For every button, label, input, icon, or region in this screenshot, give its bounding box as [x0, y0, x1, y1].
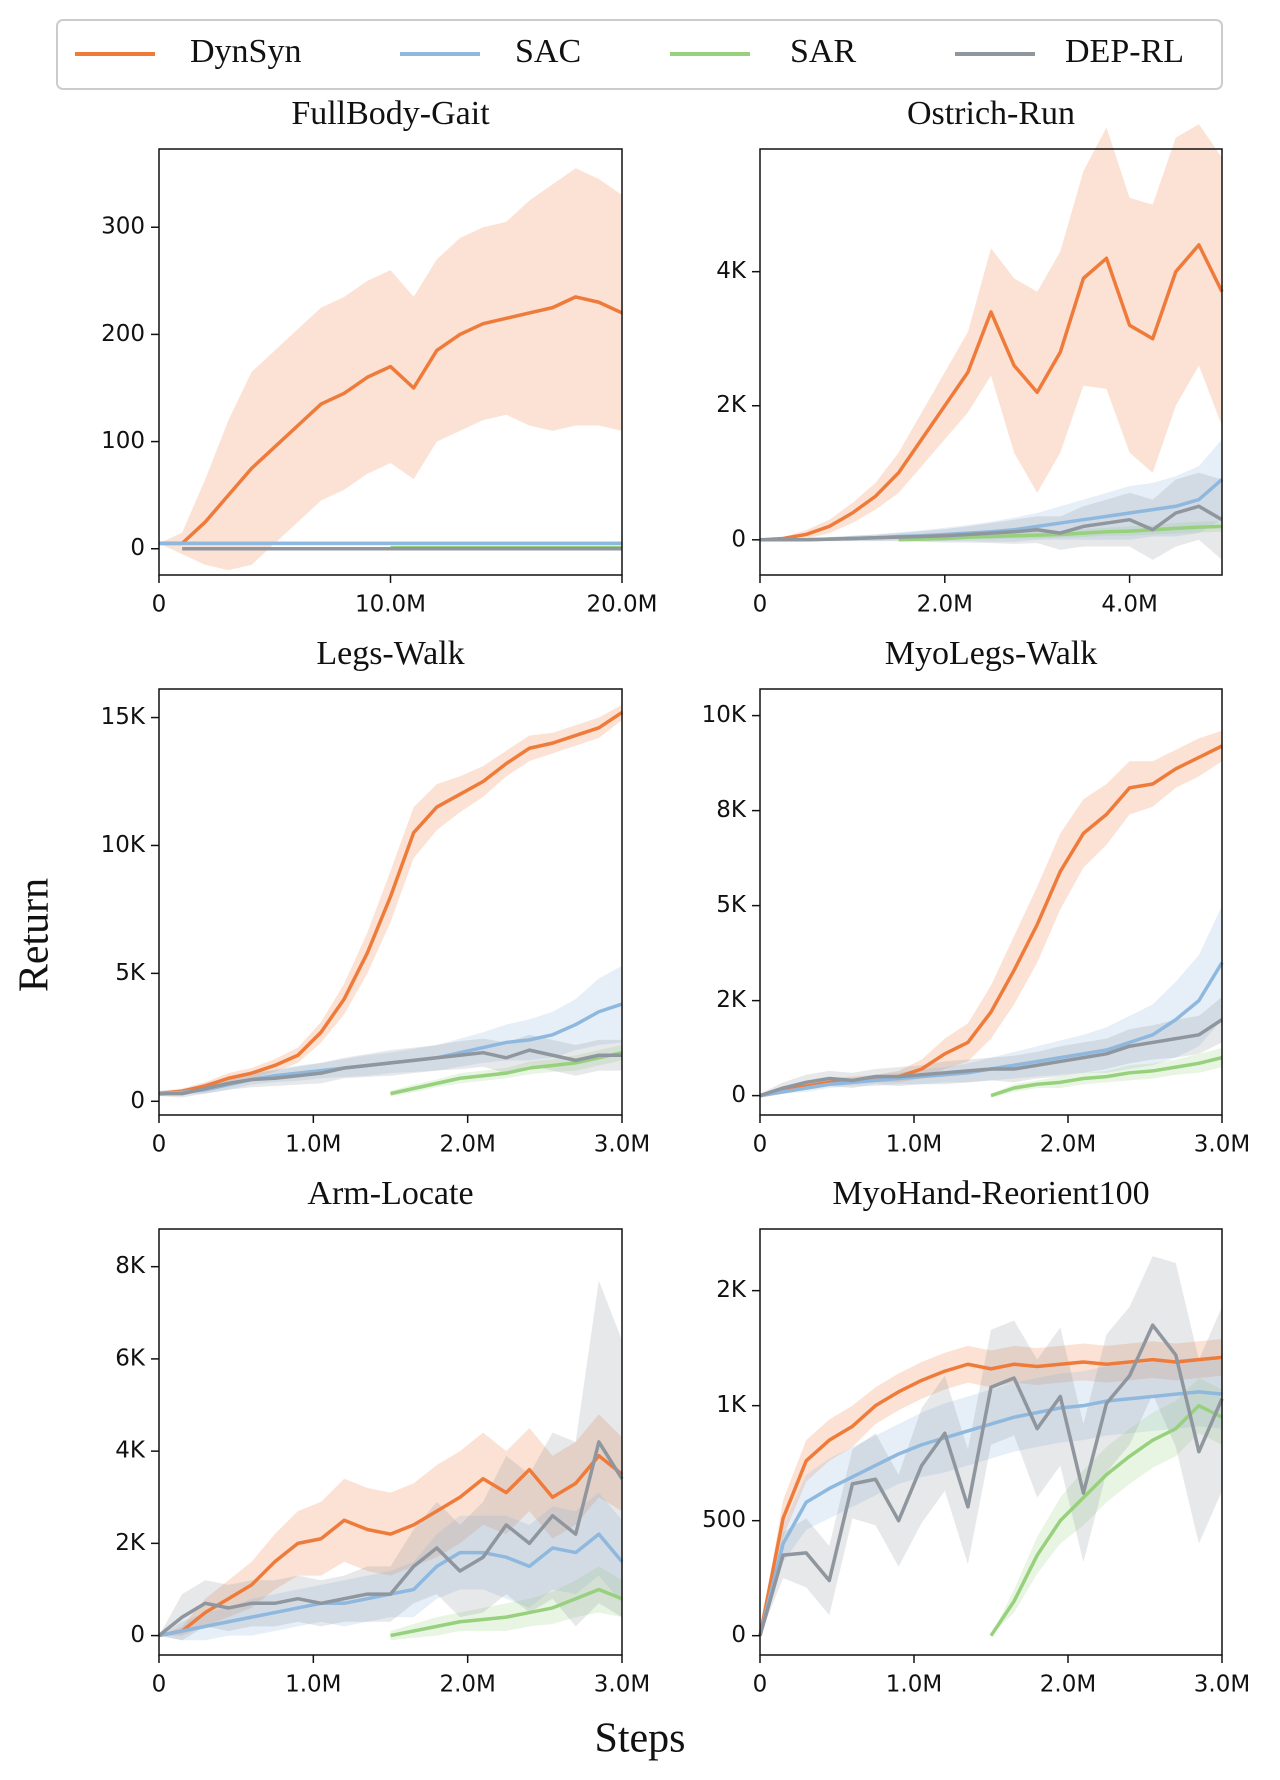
chart-title: MyoLegs-Walk: [885, 635, 1098, 672]
x-tick-label: 10.0M: [355, 592, 426, 618]
x-tick-label: 3.0M: [1194, 1132, 1250, 1158]
legend-label: SAR: [790, 33, 856, 70]
band: [159, 168, 622, 571]
x-tick-label: 0: [753, 1132, 768, 1158]
x-tick-label: 2.0M: [439, 1132, 495, 1158]
legend-box: [56, 19, 1223, 90]
band: [390, 1566, 622, 1641]
legend-label: DynSyn: [190, 33, 301, 70]
x-tick-label: 1.0M: [886, 1672, 942, 1698]
y-tick-label: 300: [101, 214, 145, 240]
band: [991, 1048, 1222, 1098]
y-tick-label: 15K: [101, 704, 146, 730]
band: [760, 124, 1222, 540]
plot-frame: [158, 1228, 623, 1656]
chart-title: FullBody-Gait: [291, 95, 490, 132]
y-tick-label: 6K: [115, 1345, 146, 1371]
y-tick-label: 2K: [716, 1277, 747, 1303]
x-tick-label: 2.0M: [1040, 1672, 1096, 1698]
legend-label: DEP-RL: [1065, 33, 1184, 70]
band: [760, 730, 1222, 1098]
band: [991, 1378, 1222, 1636]
chart-title: Legs-Walk: [316, 635, 464, 672]
line: [390, 1587, 623, 1638]
y-tick-label: 0: [130, 1622, 145, 1648]
x-tick-label: 0: [753, 1672, 768, 1698]
x-tick-label: 1.0M: [285, 1132, 341, 1158]
x-tick-label: 0: [152, 1132, 167, 1158]
line: [758, 1390, 1223, 1637]
line: [759, 1018, 1223, 1098]
chart-title: Ostrich-Run: [907, 95, 1075, 132]
y-tick-label: 200: [101, 321, 145, 347]
line: [989, 1403, 1223, 1637]
y-tick-label: 0: [731, 1082, 746, 1108]
y-tick-label: 0: [731, 1622, 746, 1648]
line: [159, 1048, 622, 1096]
plot-frame: [158, 688, 623, 1116]
y-tick-label: 2K: [716, 987, 747, 1013]
x-tick-label: 0: [152, 592, 167, 618]
band: [760, 1338, 1222, 1636]
band: [159, 1034, 622, 1098]
x-tick-label: 0: [152, 1672, 167, 1698]
plot-frame: [759, 1228, 1223, 1656]
plot-frame: [759, 688, 1223, 1116]
chart-title: Arm-Locate: [307, 1175, 473, 1212]
band: [159, 1280, 622, 1641]
y-tick-label: 2K: [115, 1530, 146, 1556]
plot-frame: [759, 148, 1223, 576]
line: [758, 1355, 1223, 1637]
x-tick-label: 2.0M: [917, 592, 973, 618]
y-tick-label: 500: [702, 1507, 746, 1533]
band: [159, 1414, 622, 1636]
line: [759, 744, 1223, 1098]
y-axis-label: Return: [12, 878, 58, 992]
legend-label: SAC: [515, 33, 581, 70]
band: [159, 965, 622, 1097]
x-tick-label: 2.0M: [439, 1672, 495, 1698]
line: [758, 1323, 1224, 1637]
x-tick-label: 1.0M: [285, 1672, 341, 1698]
x-tick-label: 3.0M: [1194, 1672, 1250, 1698]
band: [760, 996, 1222, 1098]
y-tick-label: 0: [130, 1088, 145, 1114]
y-tick-label: 100: [101, 428, 145, 454]
y-tick-label: 8K: [115, 1253, 146, 1279]
x-tick-label: 2.0M: [1040, 1132, 1096, 1158]
x-tick-label: 0: [753, 592, 768, 618]
band: [760, 1256, 1222, 1636]
line: [159, 295, 623, 546]
x-axis-label: Steps: [594, 1716, 685, 1762]
y-tick-label: 5K: [716, 892, 747, 918]
y-tick-label: 10K: [101, 832, 146, 858]
y-tick-label: 5K: [115, 960, 146, 986]
y-tick-label: 0: [731, 526, 746, 552]
x-tick-label: 20.0M: [586, 592, 657, 618]
y-tick-label: 1K: [716, 1392, 747, 1418]
x-tick-label: 3.0M: [594, 1672, 650, 1698]
line: [990, 1055, 1223, 1098]
line: [760, 504, 1223, 542]
line: [158, 710, 623, 1096]
x-tick-label: 4.0M: [1101, 592, 1157, 618]
band: [760, 1357, 1222, 1636]
line: [157, 1440, 624, 1637]
y-tick-label: 2K: [716, 392, 747, 418]
y-tick-label: 8K: [716, 797, 747, 823]
y-tick-label: 10K: [702, 702, 747, 728]
chart-title: MyoHand-Reorient100: [832, 1175, 1149, 1212]
line: [759, 243, 1224, 542]
y-tick-label: 4K: [115, 1438, 146, 1464]
line: [390, 1050, 623, 1096]
line: [158, 1453, 624, 1638]
y-tick-label: 0: [130, 535, 145, 561]
x-tick-label: 3.0M: [594, 1132, 650, 1158]
y-tick-label: 4K: [716, 258, 747, 284]
x-tick-label: 1.0M: [886, 1132, 942, 1158]
